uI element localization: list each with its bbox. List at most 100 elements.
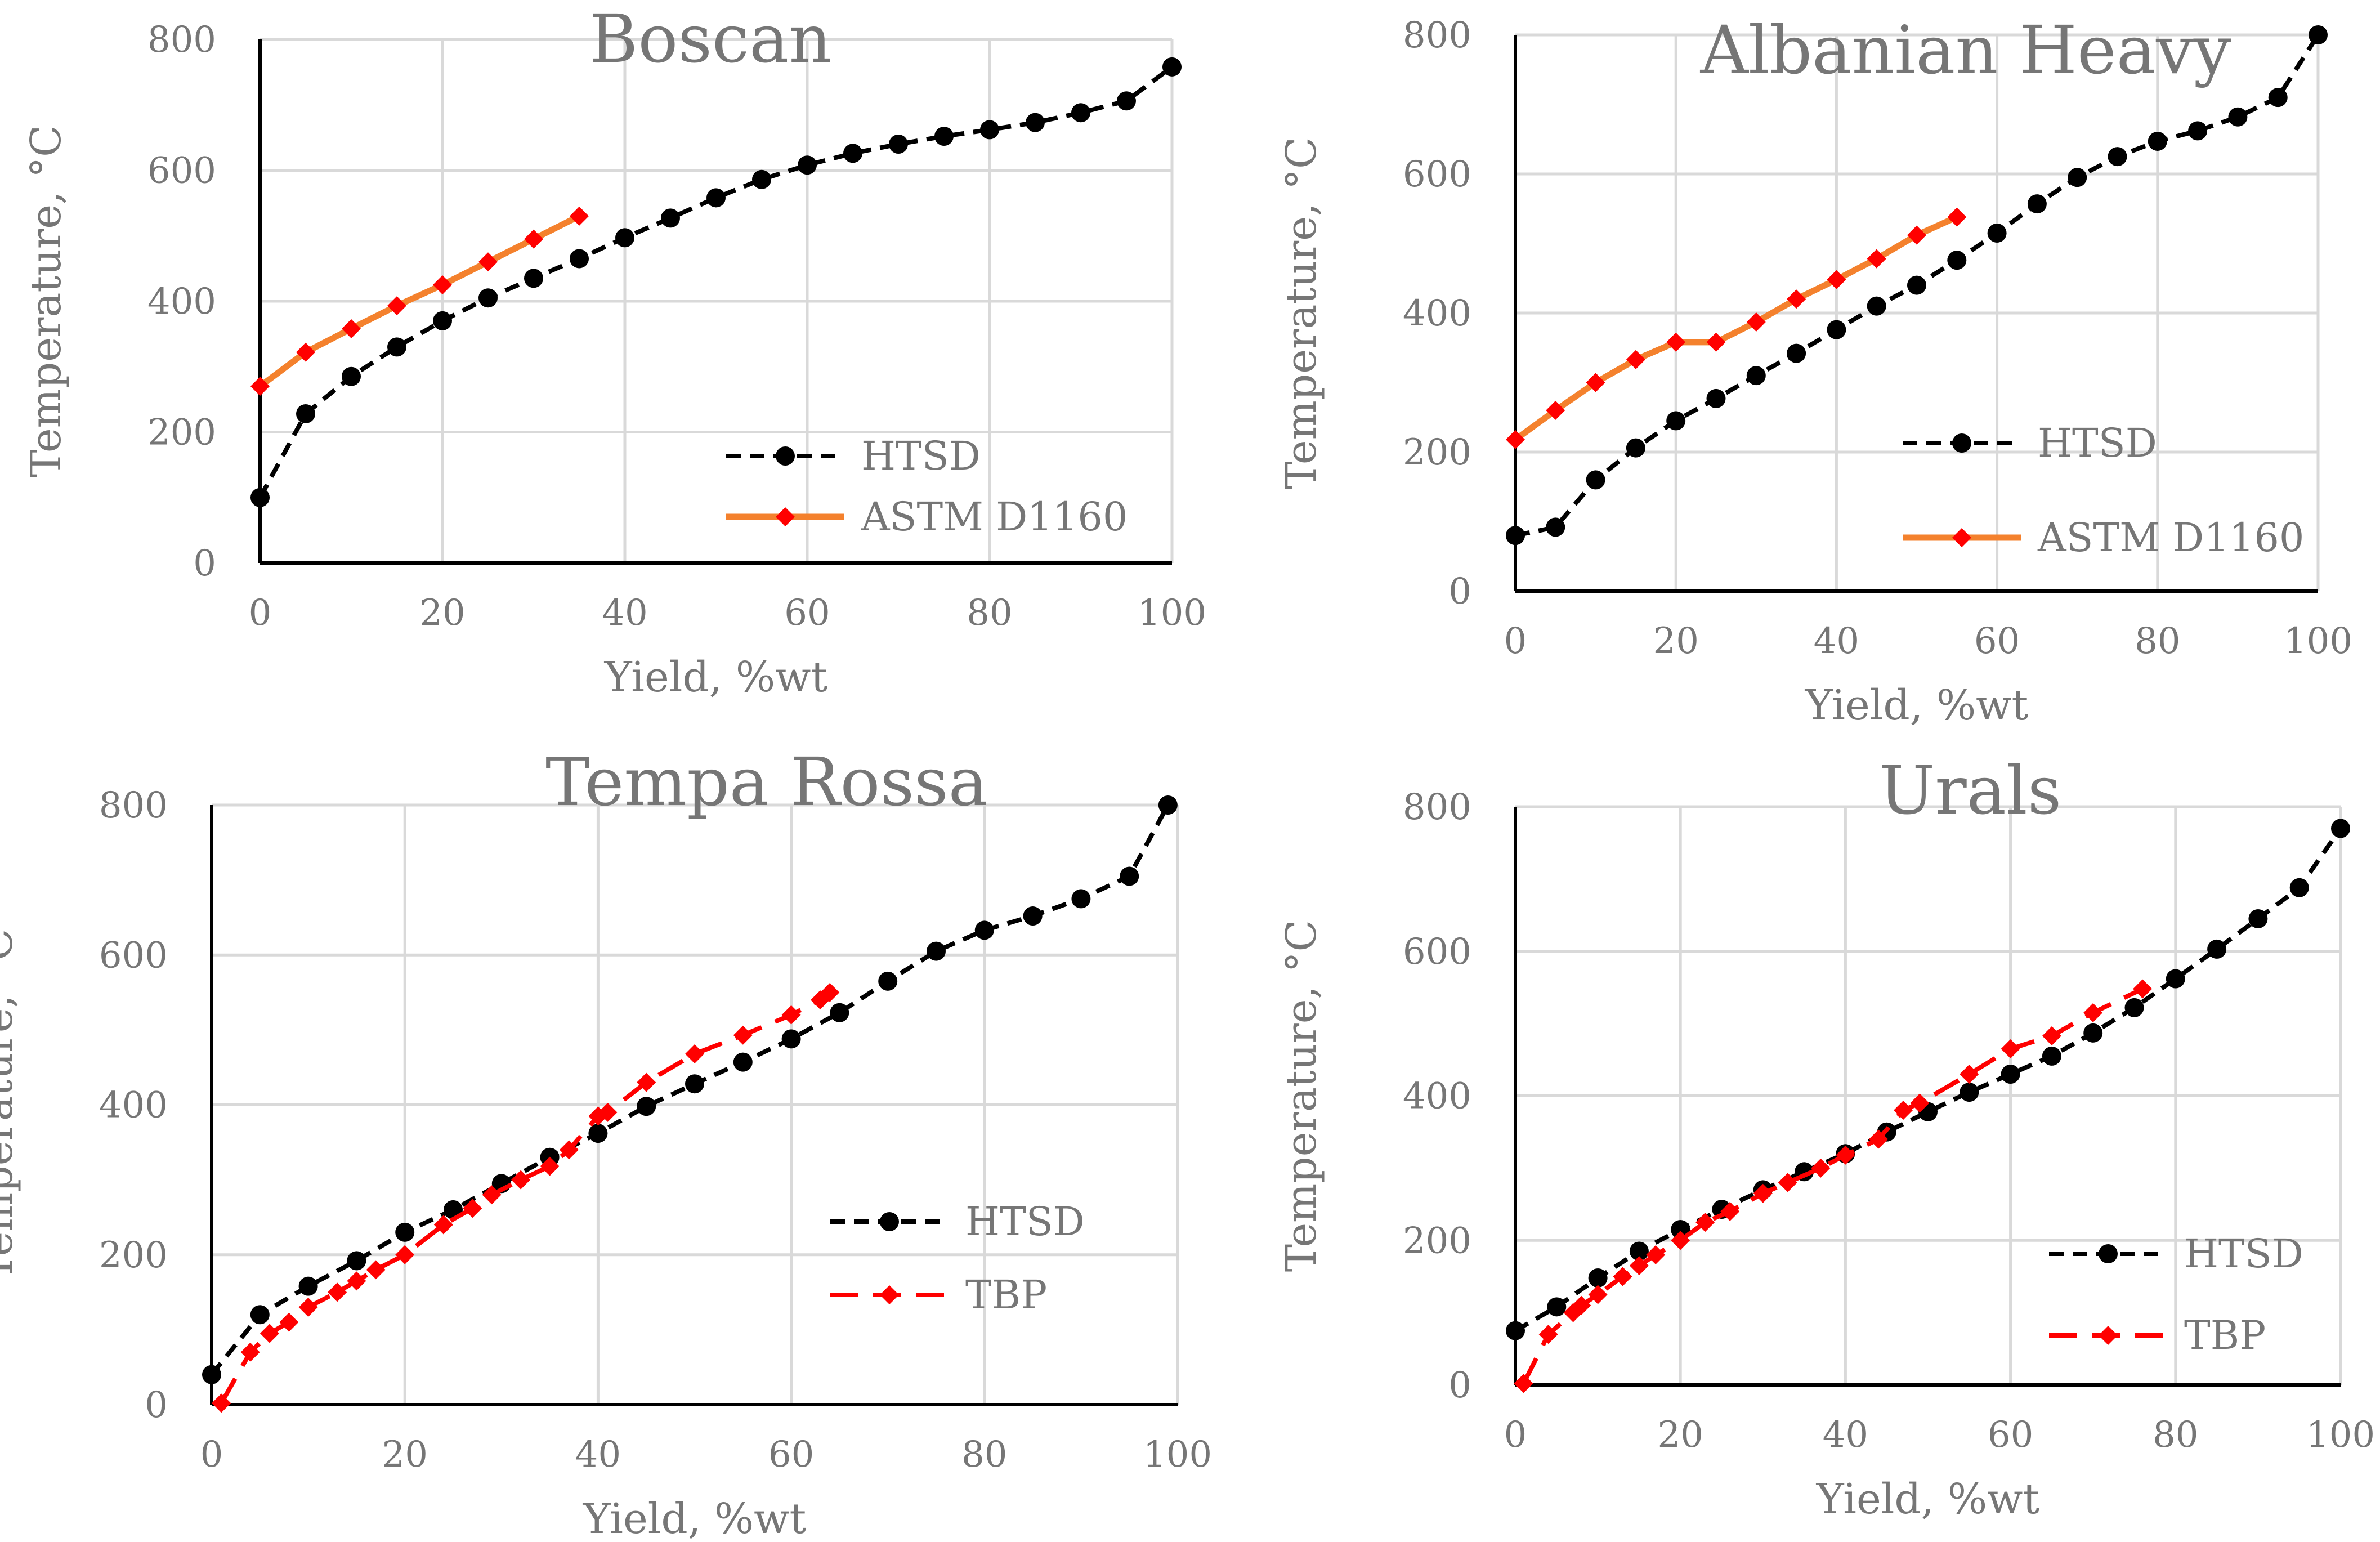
series-group [250, 57, 1182, 507]
data-point [733, 1025, 753, 1045]
legend: HTSD ASTM D1160 [1903, 420, 2304, 561]
y-tick-label: 600 [147, 150, 216, 192]
data-point [559, 1140, 579, 1160]
legend-label-htsd: HTSD [965, 1199, 1085, 1245]
x-tick-label: 40 [1823, 1414, 1868, 1456]
data-point [1910, 1093, 1930, 1113]
data-point [2133, 979, 2153, 999]
x-tick-label: 80 [2153, 1414, 2198, 1456]
legend: HTSD ASTM D1160 [726, 433, 1128, 540]
x-tick-label: 100 [1143, 1434, 1212, 1476]
data-point [2108, 147, 2127, 167]
legend-marker [880, 1285, 899, 1304]
y-tick-label: 600 [1403, 931, 1471, 973]
x-tick-label: 20 [1653, 620, 1698, 662]
data-point [1023, 906, 1043, 926]
data-point [279, 1312, 299, 1332]
data-point [1162, 57, 1182, 77]
data-point [240, 1342, 260, 1362]
data-point [980, 120, 999, 140]
y-tick-label: 800 [147, 19, 216, 61]
data-point [250, 1305, 270, 1325]
data-point [1778, 1173, 1797, 1192]
data-point [366, 1260, 386, 1280]
data-point [1746, 366, 1766, 386]
data-point [463, 1199, 482, 1218]
legend: HTSD TBP [830, 1199, 1085, 1318]
data-point [1706, 388, 1726, 408]
data-point [1907, 225, 1926, 245]
x-tick-label: 100 [2306, 1414, 2375, 1456]
x-tick-label: 60 [768, 1434, 814, 1476]
data-point [889, 135, 908, 154]
data-point [781, 1029, 801, 1049]
data-point [1629, 1241, 1649, 1261]
legend-label-astm: ASTM D1160 [861, 494, 1128, 540]
x-tick-label: 80 [967, 592, 1012, 634]
data-point [1626, 438, 1645, 458]
data-point [1117, 91, 1136, 111]
data-point [685, 1074, 704, 1094]
data-point [1120, 866, 1139, 886]
x-tick-label: 20 [419, 592, 465, 634]
data-point [2268, 88, 2288, 108]
data-point [433, 311, 452, 330]
data-point [250, 377, 270, 396]
x-tick-label: 100 [1138, 592, 1206, 634]
data-point [934, 127, 954, 146]
axes [1514, 807, 2341, 1387]
data-point [347, 1251, 366, 1271]
data-point [1706, 332, 1726, 352]
x-tick-label: 60 [784, 592, 830, 634]
data-point [781, 1005, 801, 1025]
legend-label-htsd: HTSD [861, 433, 981, 479]
y-tick-label: 800 [1403, 15, 1471, 56]
data-point [1026, 113, 1045, 132]
data-point [1695, 1213, 1715, 1232]
data-point [706, 188, 726, 208]
data-point [1947, 207, 1967, 227]
y-axis-label: Temperature, °C [1277, 920, 1326, 1272]
data-point [1671, 1231, 1690, 1250]
data-point [2027, 194, 2047, 214]
data-point [298, 1297, 318, 1317]
legend-marker [880, 1212, 899, 1231]
data-point [878, 971, 898, 991]
data-point [1158, 795, 1178, 815]
data-point [2042, 1046, 2061, 1066]
data-point [1071, 103, 1090, 123]
legend-label-tbp: TBP [2184, 1312, 2266, 1358]
data-point [395, 1245, 415, 1264]
data-point [1746, 312, 1766, 332]
data-point [296, 342, 315, 362]
data-point [1894, 1101, 1913, 1120]
data-point [1960, 1064, 1979, 1084]
x-tick-label: 40 [1814, 620, 1859, 662]
data-point [250, 488, 270, 507]
y-tick-label: 600 [99, 935, 168, 976]
data-point [2289, 878, 2309, 897]
chart-urals: 0 20 40 60 80 100 0 200 400 600 800 Urals Yield, %… [1277, 752, 2375, 1523]
y-tick-label: 0 [145, 1384, 168, 1426]
data-point [1987, 223, 2007, 243]
x-tick-label: 40 [575, 1434, 621, 1476]
axes [1514, 35, 2318, 593]
data-point [733, 1052, 753, 1072]
data-point [2228, 107, 2248, 127]
series-line-htsd [1514, 827, 2343, 1333]
x-tick-label: 40 [602, 592, 647, 634]
x-axis-label: Yield, %wt [1805, 681, 2029, 730]
data-point [1613, 1267, 1632, 1286]
data-point [1787, 289, 1806, 309]
y-tick-label: 400 [99, 1085, 168, 1127]
chart-title: Tempa Rossa [545, 743, 988, 821]
data-point [2124, 998, 2144, 1017]
data-point [637, 1097, 656, 1116]
data-point [1907, 275, 1926, 295]
data-point [298, 1276, 318, 1296]
legend-marker [776, 446, 795, 466]
data-point [598, 1102, 618, 1122]
gridlines [212, 803, 1179, 1405]
data-point [1869, 1129, 1889, 1149]
